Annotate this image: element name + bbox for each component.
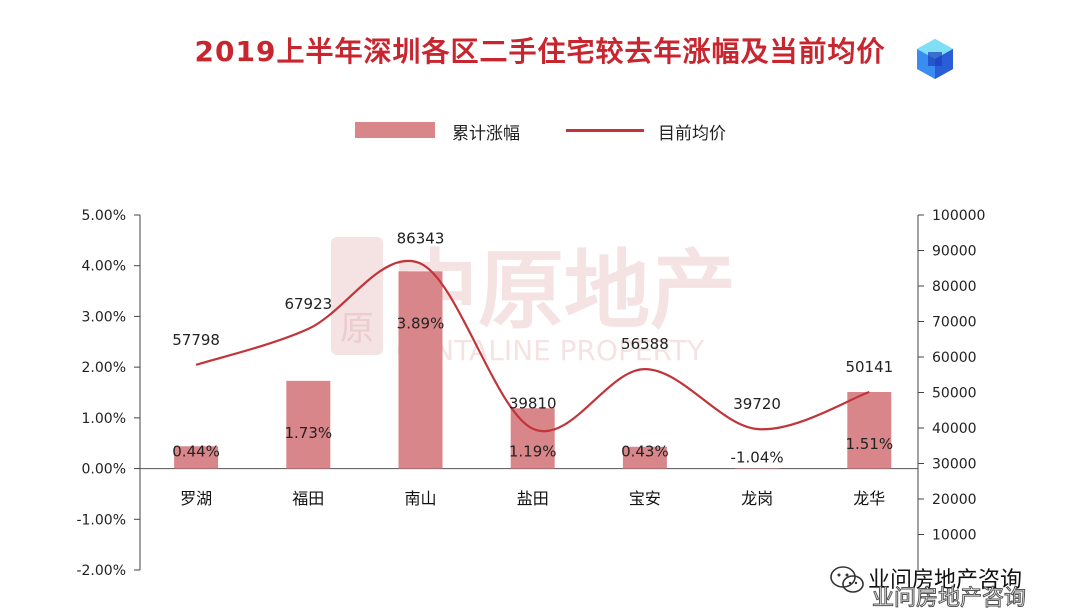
price-data-label: 86343 [397,229,445,247]
bars [174,271,892,470]
legend-bar-swatch [355,122,435,138]
category-label: 南山 [404,489,436,508]
bar [174,446,219,469]
bar-data-label: 1.73% [284,424,332,442]
right-axis-tick-label: 100000 [932,208,985,224]
bar [286,380,331,469]
wechat-icon [830,566,864,593]
price-data-label: 56588 [621,335,669,353]
right-axis-tick-label: 30000 [932,457,977,473]
right-axis-tick-label: 60000 [932,350,977,366]
left-axis: 5.00% 4.00% 3.00% 2.00% 1.00% 0.00% -1.00% -2.0… [76,208,918,579]
left-axis-tick-label: 4.00% [82,259,126,275]
bar [398,271,443,469]
bar-data-label: 1.51% [845,435,893,453]
bar-data-label: 0.43% [621,443,669,461]
category-labels: 罗湖 福田 南山 盐田 宝安 龙岗 龙华 [180,489,885,508]
category-label: 宝安 [629,489,661,508]
bar [622,446,667,469]
bar-data-label: 3.89% [397,314,445,332]
price-data-label: 57798 [172,331,220,349]
right-axis-tick-label: 70000 [932,315,977,331]
right-axis: 100000 90000 80000 70000 60000 50000 40000 3000… [917,208,985,570]
right-axis-tick-label: 10000 [932,528,977,544]
legend: 累计涨幅 目前均价 [0,116,1080,146]
data-labels: 0.44% 1.73% 3.89% 1.19% 0.43% -1.04% 1.51% 5779… [172,229,893,466]
legend-line-label: 目前均价 [658,124,726,144]
category-label: 福田 [292,489,324,508]
watermark-cn: 中原地产 [392,241,736,341]
footer-account-name-shadow: 业问房地产咨询 [871,586,1027,612]
bar-data-label: 1.19% [509,443,557,461]
price-data-label: 39810 [509,395,557,413]
left-axis-tick-label: 3.00% [82,309,126,325]
chart-title: 2019上半年深圳各区二手住宅较去年涨幅及当前均价 [194,35,886,68]
price-line [195,259,870,433]
watermark-en: CENTALINE PROPERTY [396,334,705,367]
right-axis-tick-label: 20000 [932,492,977,508]
right-axis-tick-label: 80000 [932,279,977,295]
cube-logo-icon [917,39,953,79]
left-axis-tick-label: 1.00% [82,411,126,427]
legend-line-swatch [566,129,644,132]
watermark: 原 中原地产 CENTALINE PROPERTY [331,237,736,367]
price-data-label: 50141 [845,358,893,376]
left-axis-tick-label: 5.00% [82,208,126,224]
price-data-label: 39720 [733,395,781,413]
legend-bar-label: 累计涨幅 [452,124,520,144]
bar-data-label: -1.04% [731,449,784,467]
right-axis-tick-label: 40000 [932,421,977,437]
price-data-label: 67923 [284,295,332,313]
bar-data-label: 0.44% [172,443,220,461]
bar [847,391,892,469]
left-axis-tick-label: -1.00% [76,512,126,528]
left-axis-tick-label: 0.00% [82,462,126,478]
right-axis-tick-label: 90000 [932,244,977,260]
left-axis-tick-label: 2.00% [82,360,126,376]
bar [510,408,555,469]
watermark-seal-icon [331,237,383,355]
category-label: 龙华 [853,489,885,508]
bar [735,468,780,470]
watermark-seal-text: 原 [340,309,374,349]
category-label: 盐田 [517,489,549,508]
footer-account-name: 业问房地产咨询 [868,568,1023,593]
left-axis-tick-label: -2.00% [76,563,126,579]
category-label: 龙岗 [741,489,773,508]
category-label: 罗湖 [180,489,212,508]
right-axis-tick-label: 50000 [932,386,977,402]
footer-account: 业问房地产咨询 业问房地产咨询 [820,560,1078,612]
